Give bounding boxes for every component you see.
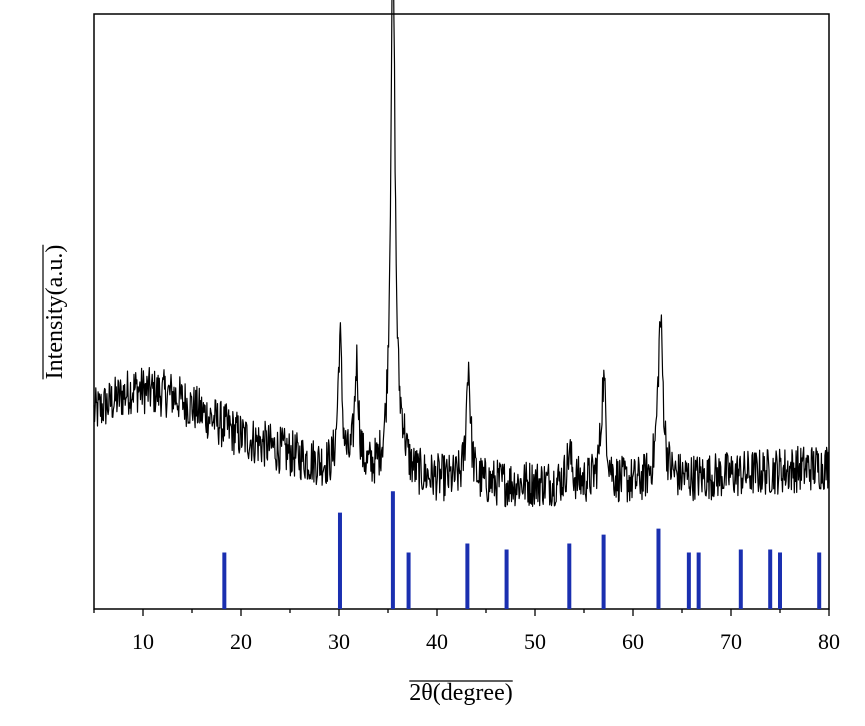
- plot-frame: [93, 13, 830, 610]
- x-axis-tick-labels: 10 20 30 40 50 60 70 80: [132, 629, 840, 654]
- x-tick-label: 20: [230, 629, 252, 654]
- x-axis-title: 2θ(degree): [409, 680, 512, 706]
- reference-series: [222, 491, 822, 609]
- x-tick-label: 10: [132, 629, 154, 654]
- x-tick-label: 50: [524, 629, 546, 654]
- x-tick-label: 30: [328, 629, 350, 654]
- x-tick-label: 70: [720, 629, 742, 654]
- x-tick-label: 40: [426, 629, 448, 654]
- measured-pattern-line: [93, 0, 830, 508]
- x-tick-label: 60: [622, 629, 644, 654]
- x-axis-ticks: [93, 609, 830, 616]
- x-tick-label: 80: [818, 629, 840, 654]
- y-axis-title: Intensity(a.u.): [42, 245, 68, 380]
